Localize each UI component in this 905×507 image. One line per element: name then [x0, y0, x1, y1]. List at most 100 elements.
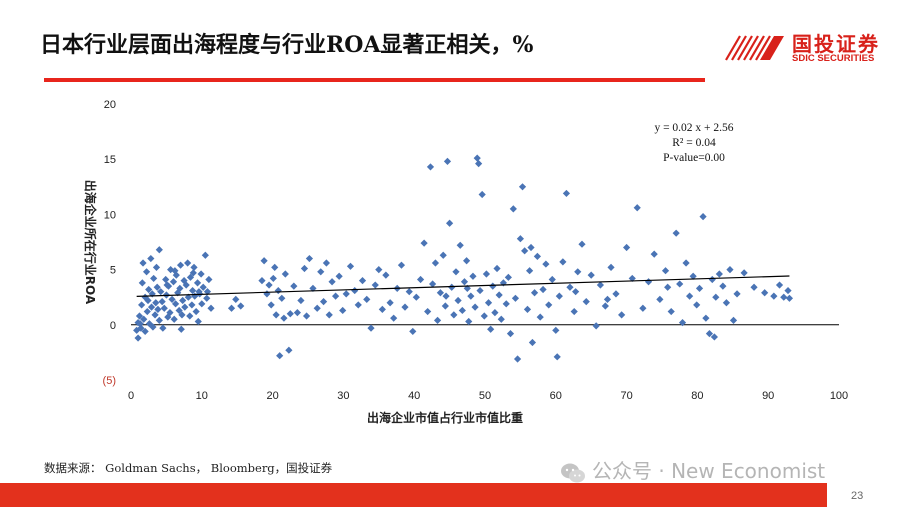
data-point	[452, 268, 460, 276]
data-point	[176, 284, 184, 292]
data-point	[699, 213, 707, 221]
data-point	[136, 320, 144, 328]
data-point	[227, 304, 236, 312]
data-point	[555, 292, 563, 300]
data-point	[603, 295, 612, 304]
data-point	[175, 306, 183, 315]
data-point	[145, 285, 153, 294]
data-point	[152, 299, 160, 307]
data-point	[263, 290, 271, 298]
data-point	[297, 296, 305, 305]
data-point	[661, 267, 670, 275]
data-point	[733, 290, 741, 298]
data-point	[539, 285, 547, 294]
data-point	[144, 296, 152, 305]
x-tick-label: 20	[266, 390, 278, 402]
data-point	[138, 279, 146, 287]
data-point	[513, 355, 522, 363]
data-point	[491, 309, 499, 317]
data-point	[390, 314, 398, 322]
data-point	[142, 268, 151, 276]
data-point	[545, 301, 553, 309]
data-point	[672, 229, 680, 237]
data-point	[487, 325, 495, 333]
data-point	[476, 286, 484, 295]
data-point	[497, 315, 505, 323]
data-point	[290, 282, 298, 290]
data-point	[313, 304, 321, 312]
data-point	[141, 327, 149, 336]
logo-mark-icon	[725, 35, 784, 61]
data-point	[475, 160, 483, 168]
data-point	[194, 317, 202, 326]
data-point	[339, 306, 347, 315]
data-point	[371, 281, 379, 289]
data-point	[607, 263, 615, 271]
data-point	[155, 316, 163, 324]
data-point	[552, 326, 560, 334]
x-axis-title: 出海企业市值占行业市值比重	[367, 410, 523, 425]
data-point	[454, 296, 462, 305]
data-point	[305, 254, 314, 263]
data-point	[484, 299, 493, 307]
y-axis-title: 出海企业所在行业ROA	[83, 180, 98, 305]
data-point	[712, 293, 720, 301]
data-point	[504, 273, 512, 281]
data-point	[612, 290, 620, 298]
data-point	[272, 311, 280, 319]
data-point	[138, 301, 146, 309]
data-point	[450, 311, 458, 319]
data-point	[199, 283, 207, 291]
data-point	[775, 281, 784, 289]
data-point	[302, 312, 311, 320]
data-point	[267, 301, 275, 309]
data-point	[401, 303, 409, 311]
data-point	[158, 298, 166, 306]
data-point	[693, 301, 701, 309]
data-point	[178, 311, 186, 319]
data-point	[566, 283, 574, 291]
data-point	[495, 291, 503, 299]
y-tick-label: 5	[110, 265, 116, 277]
data-point	[553, 353, 561, 361]
data-point	[135, 312, 144, 320]
data-point	[140, 315, 148, 323]
data-point	[478, 190, 486, 199]
data-point	[186, 273, 195, 281]
data-point	[319, 298, 328, 306]
data-point	[280, 314, 288, 322]
watermark-text: 公众号 · New Economist	[592, 459, 826, 483]
data-point	[424, 307, 432, 316]
data-point	[493, 264, 501, 273]
data-point	[207, 304, 215, 312]
x-tick-label: 60	[550, 390, 562, 402]
data-point	[426, 163, 435, 171]
data-point	[429, 280, 437, 288]
data-point	[528, 338, 537, 347]
data-point	[151, 311, 159, 319]
x-tick-label: 30	[337, 390, 349, 402]
logo-name-cn: 国投证券	[792, 32, 880, 56]
data-point	[193, 279, 202, 287]
data-point	[526, 267, 534, 275]
data-point	[286, 310, 294, 318]
data-point	[436, 289, 444, 297]
data-point	[574, 268, 582, 276]
data-point	[523, 305, 532, 313]
data-point	[784, 286, 792, 295]
data-point	[664, 283, 672, 291]
data-point	[154, 305, 162, 313]
data-point	[705, 330, 714, 338]
data-point	[409, 327, 417, 336]
data-point	[172, 300, 180, 308]
data-point	[469, 272, 477, 280]
data-point	[780, 293, 788, 301]
data-point	[300, 264, 309, 273]
data-point	[139, 259, 147, 267]
data-point	[592, 322, 600, 330]
data-point	[170, 315, 178, 323]
data-point	[176, 261, 185, 269]
data-point	[412, 293, 420, 301]
data-point	[527, 243, 535, 252]
data-point	[446, 219, 454, 227]
